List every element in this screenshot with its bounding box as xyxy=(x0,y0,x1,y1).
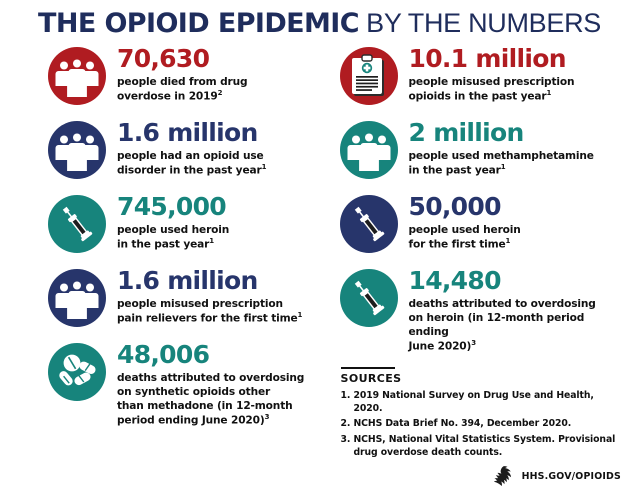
stat-text: 50,000 people used heroin for the first … xyxy=(409,193,626,251)
stat-desc-line: people misused prescription xyxy=(408,75,575,88)
group-of-people-icon xyxy=(48,269,106,327)
page-title-strong: THE OPIOID EPIDEMIC xyxy=(38,8,360,39)
stat-number: 745,000 xyxy=(117,192,227,221)
stat-description: people used heroin for the first time1 xyxy=(409,223,626,252)
stat-number: 10.1 million xyxy=(408,44,567,73)
left-stats-column: 70,630 people died from drug overdose in… xyxy=(10,45,320,487)
stat-text: 48,006 deaths attributed to overdosing o… xyxy=(117,341,314,427)
stat-footnote: 1 xyxy=(261,162,267,171)
stat-desc-line: June 2020) xyxy=(408,340,472,353)
stat-footnote: 1 xyxy=(297,310,303,319)
stat-desc-line: deaths attributed to overdosing xyxy=(408,297,596,310)
stat-footnote: 3 xyxy=(264,412,270,421)
stat-footnote: 1 xyxy=(500,162,506,171)
stat-item: 14,480 deaths attributed to overdosing o… xyxy=(339,267,626,353)
stat-number: 1.6 million xyxy=(117,118,258,147)
sources-block: SOURCES 1. 2019 National Survey on Drug … xyxy=(340,367,626,487)
right-stats-column: 10.1 million people misused prescription… xyxy=(320,45,630,487)
stat-description: deaths attributed to overdosing on synth… xyxy=(117,371,314,428)
stat-footnote: 2 xyxy=(217,88,223,97)
stat-text: 745,000 people used heroin in the past y… xyxy=(117,193,314,251)
group-of-people-icon xyxy=(339,121,398,179)
stat-number: 70,630 xyxy=(117,44,210,73)
stat-description: people died from drug overdose in 20192 xyxy=(117,75,314,104)
stat-desc-line: in the past year xyxy=(408,164,501,177)
source-list-item: 3. NCHS, National Vital Statistics Syste… xyxy=(341,434,626,459)
stat-footnote: 1 xyxy=(546,88,552,97)
stat-desc-line: people misused prescription xyxy=(117,297,283,310)
stat-text: 14,480 deaths attributed to overdosing o… xyxy=(409,267,626,353)
stat-item: 2 million people used methamphetamine in… xyxy=(339,119,626,179)
stat-desc-line: overdose in 2019 xyxy=(117,90,218,103)
source-text: 2019 National Survey on Drug Use and Hea… xyxy=(353,390,594,414)
stat-item: 70,630 people died from drug overdose in… xyxy=(48,45,314,105)
source-text: NCHS, National Vital Statistics System. … xyxy=(353,433,616,458)
stat-text: 1.6 million people had an opioid use dis… xyxy=(117,119,314,177)
stat-text: 2 million people used methamphetamine in… xyxy=(409,119,626,177)
stat-item: 1.6 million people had an opioid use dis… xyxy=(48,119,314,179)
prescription-pad-icon xyxy=(339,47,398,105)
stat-desc-line: people used heroin xyxy=(408,223,521,236)
stat-desc-line: on synthetic opioids other xyxy=(117,385,271,398)
page-title-light: BY THE NUMBERS xyxy=(358,8,601,38)
syringe-icon xyxy=(339,195,398,253)
stat-desc-line: for the first time xyxy=(408,238,506,251)
stat-description: people used heroin in the past year1 xyxy=(117,223,314,252)
stat-text: 1.6 million people misused prescription … xyxy=(117,267,314,325)
stat-desc-line: disorder in the past year xyxy=(117,164,262,177)
pills-icon xyxy=(48,343,106,401)
stat-desc-line: deaths attributed to overdosing xyxy=(117,371,305,384)
source-list-item: 1. 2019 National Survey on Drug Use and … xyxy=(341,390,626,415)
stat-desc-line: people used heroin xyxy=(117,223,230,236)
hhs-url-label: HHS.GOV/OPIOIDS xyxy=(521,470,621,482)
stat-number: 1.6 million xyxy=(117,266,258,295)
stat-text: 70,630 people died from drug overdose in… xyxy=(117,45,314,103)
stat-description: people used methamphetamine in the past … xyxy=(409,149,626,178)
sources-heading: SOURCES xyxy=(340,372,402,386)
stat-desc-line: in the past year xyxy=(117,238,210,251)
stat-description: deaths attributed to overdosing on heroi… xyxy=(409,297,626,354)
stat-footnote: 3 xyxy=(471,338,476,347)
syringe-icon xyxy=(48,195,106,253)
syringe-icon xyxy=(339,269,398,327)
stat-desc-line: people died from drug xyxy=(117,75,248,88)
stat-desc-line: period ending June 2020) xyxy=(117,414,265,427)
stat-item: 10.1 million people misused prescription… xyxy=(339,45,626,105)
stat-desc-line: than methadone (in 12-month xyxy=(117,399,293,412)
stat-footnote: 1 xyxy=(209,236,214,245)
stat-item: 48,006 deaths attributed to overdosing o… xyxy=(48,341,314,427)
stat-item: 1.6 million people misused prescription … xyxy=(48,267,314,327)
stat-desc-line: pain relievers for the first time xyxy=(117,312,298,325)
source-text: NCHS Data Brief No. 394, December 2020. xyxy=(353,418,572,430)
source-number: 3. xyxy=(340,433,351,445)
stat-description: people misused prescription pain relieve… xyxy=(117,297,314,326)
stat-number: 48,006 xyxy=(117,340,210,369)
stat-item: 745,000 people used heroin in the past y… xyxy=(48,193,314,253)
group-of-people-icon xyxy=(48,121,106,179)
stat-description: people misused prescription opioids in t… xyxy=(409,75,626,104)
sources-divider xyxy=(340,367,395,370)
page-title: THE OPIOID EPIDEMIC BY THE NUMBERS xyxy=(0,0,639,39)
source-number: 2. xyxy=(340,418,351,430)
stat-description: people had an opioid use disorder in the… xyxy=(117,149,314,178)
stat-desc-line: opioids in the past year xyxy=(408,90,547,103)
stat-desc-line: on heroin (in 12-month period ending xyxy=(408,311,585,338)
stat-number: 2 million xyxy=(408,118,525,147)
stat-item: 50,000 people used heroin for the first … xyxy=(339,193,626,253)
footer-branding: HHS.GOV/OPIOIDS xyxy=(341,465,626,487)
stats-grid: 70,630 people died from drug overdose in… xyxy=(0,37,639,487)
group-of-people-icon xyxy=(48,47,106,105)
stat-text: 10.1 million people misused prescription… xyxy=(409,45,626,103)
hhs-eagle-logo-icon xyxy=(491,465,517,487)
stat-footnote: 1 xyxy=(505,236,511,245)
stat-desc-line: people used methamphetamine xyxy=(408,149,594,162)
source-number: 1. xyxy=(340,390,351,402)
source-list-item: 2. NCHS Data Brief No. 394, December 202… xyxy=(341,418,626,431)
stat-desc-line: people had an opioid use xyxy=(117,149,264,162)
stat-number: 50,000 xyxy=(408,192,502,221)
stat-number: 14,480 xyxy=(408,266,502,295)
